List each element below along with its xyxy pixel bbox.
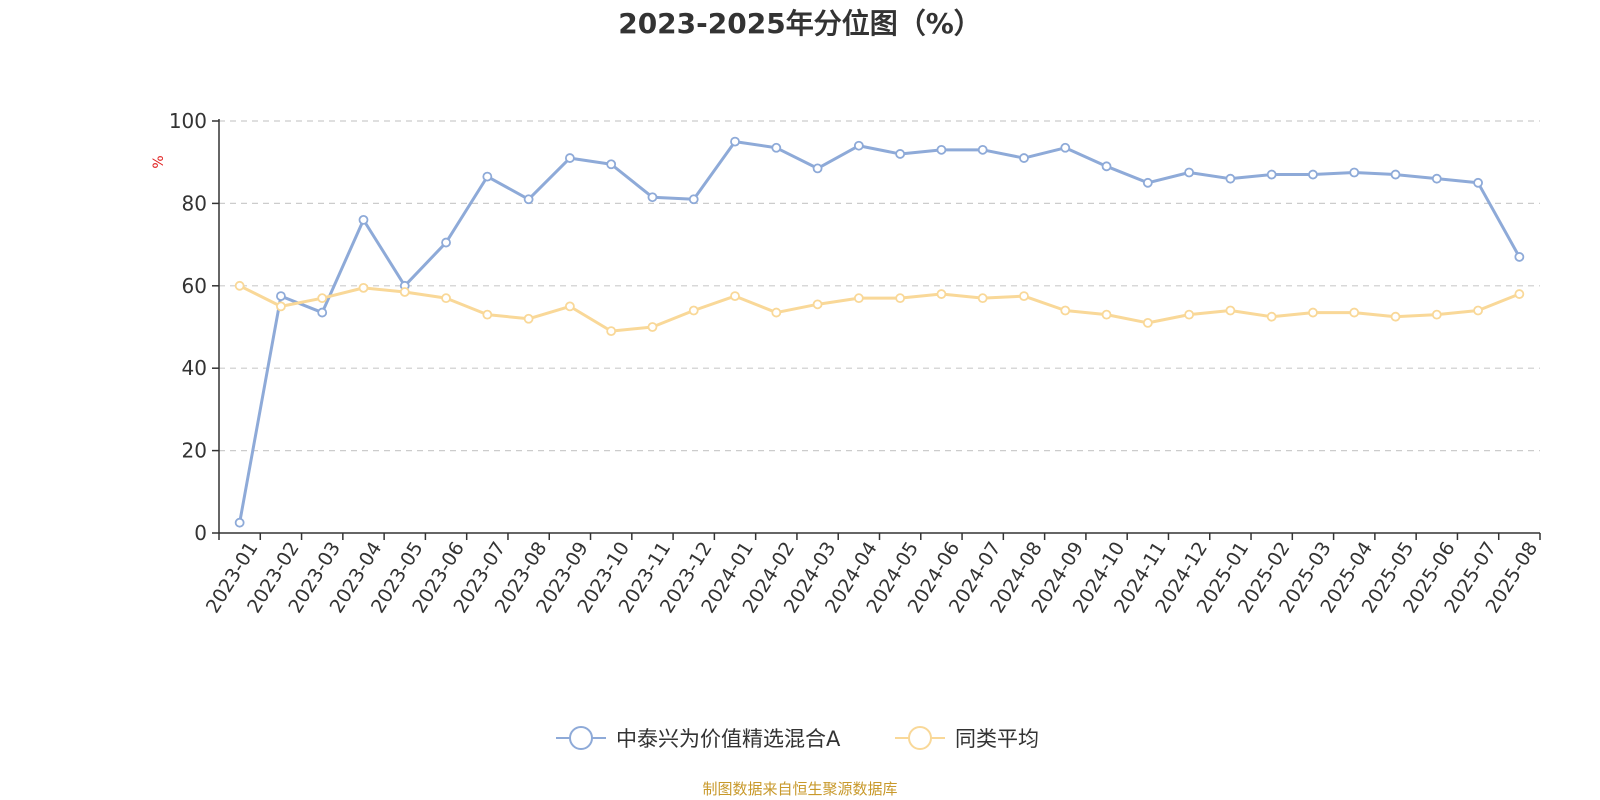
data-point (1390, 169, 1401, 180)
data-point (234, 517, 245, 528)
y-axis-unit: % (151, 155, 167, 168)
data-point (1142, 177, 1153, 188)
data-point (688, 194, 699, 205)
axes (218, 119, 1540, 534)
data-point (853, 140, 864, 151)
data-point (564, 153, 575, 163)
series-layer (234, 136, 1525, 528)
data-point (1308, 307, 1318, 318)
data-point (482, 171, 493, 182)
data-point (1349, 167, 1360, 178)
data-point (1184, 167, 1195, 178)
legend-item-1: 同类平均 (895, 726, 1039, 751)
data-point (358, 282, 369, 293)
data-point (606, 326, 617, 337)
legend-swatch-circle (569, 726, 593, 750)
data-point (1019, 291, 1029, 302)
data-point (441, 237, 451, 248)
gridlines (219, 120, 1540, 452)
chart-title: 2023-2025年分位图（%） (618, 7, 982, 40)
data-point (1101, 161, 1112, 172)
data-point (1514, 289, 1525, 299)
y-tick-label: 60 (182, 274, 207, 298)
data-point (234, 280, 245, 291)
legend: 中泰兴为价值精选混合A 同类平均 (556, 726, 1039, 751)
data-point (1473, 305, 1483, 316)
data-point (936, 289, 947, 299)
data-point (1349, 307, 1360, 318)
data-point (1431, 173, 1442, 184)
data-point (523, 194, 534, 205)
y-tick-label: 0 (194, 521, 207, 545)
legend-swatch-circle (908, 726, 932, 750)
data-point (895, 293, 906, 304)
data-point (812, 299, 823, 310)
data-point (523, 313, 534, 324)
data-point (647, 192, 658, 203)
data-point (1019, 153, 1029, 163)
data-point (1514, 252, 1525, 262)
data-point (1142, 317, 1153, 328)
data-point (606, 159, 617, 170)
data-point (1473, 177, 1483, 188)
data-point (1225, 173, 1236, 184)
legend-item-0: 中泰兴为价值精选混合A (556, 726, 841, 751)
data-point (647, 322, 658, 332)
data-point (1431, 309, 1442, 320)
legend-label: 同类平均 (955, 727, 1039, 751)
data-point (1266, 311, 1277, 322)
data-point (482, 309, 493, 320)
data-point (1225, 305, 1236, 316)
data-point (276, 301, 286, 312)
series-1 (234, 280, 1525, 337)
y-tick-label: 40 (182, 356, 207, 380)
y-axis-ticks: 0 20 40 60 80 100 (169, 109, 219, 545)
data-point (730, 136, 740, 147)
legend-label: 中泰兴为价值精选混合A (616, 727, 841, 751)
data-point (1060, 142, 1071, 153)
data-point (358, 214, 369, 225)
data-point (399, 287, 410, 297)
data-point (276, 291, 286, 302)
data-point (977, 144, 988, 155)
series-line-0 (238, 140, 1521, 523)
data-point (1266, 169, 1277, 180)
series-line-1 (238, 284, 1520, 333)
data-point (895, 149, 906, 159)
data-point (317, 293, 328, 304)
data-point (1060, 305, 1071, 316)
data-point (730, 291, 740, 302)
data-point (977, 293, 988, 304)
data-point (812, 163, 823, 174)
y-tick-label: 100 (169, 109, 207, 133)
data-point (1184, 309, 1195, 320)
data-point (441, 293, 451, 304)
data-point (853, 293, 864, 304)
data-point (317, 307, 328, 318)
data-point (688, 305, 699, 316)
data-point (936, 144, 947, 155)
data-point (1101, 309, 1112, 320)
data-point (771, 307, 782, 318)
data-point (564, 301, 575, 312)
data-point (1308, 169, 1318, 180)
y-tick-label: 80 (182, 191, 207, 215)
data-point (771, 142, 782, 153)
data-point (1390, 311, 1401, 322)
source-note: 制图数据来自恒生聚源数据库 (702, 780, 897, 798)
x-axis-ticks: 2023-012023-022023-032023-042023-052023-… (202, 533, 1542, 617)
series-0 (234, 136, 1525, 528)
y-tick-label: 20 (182, 439, 207, 463)
